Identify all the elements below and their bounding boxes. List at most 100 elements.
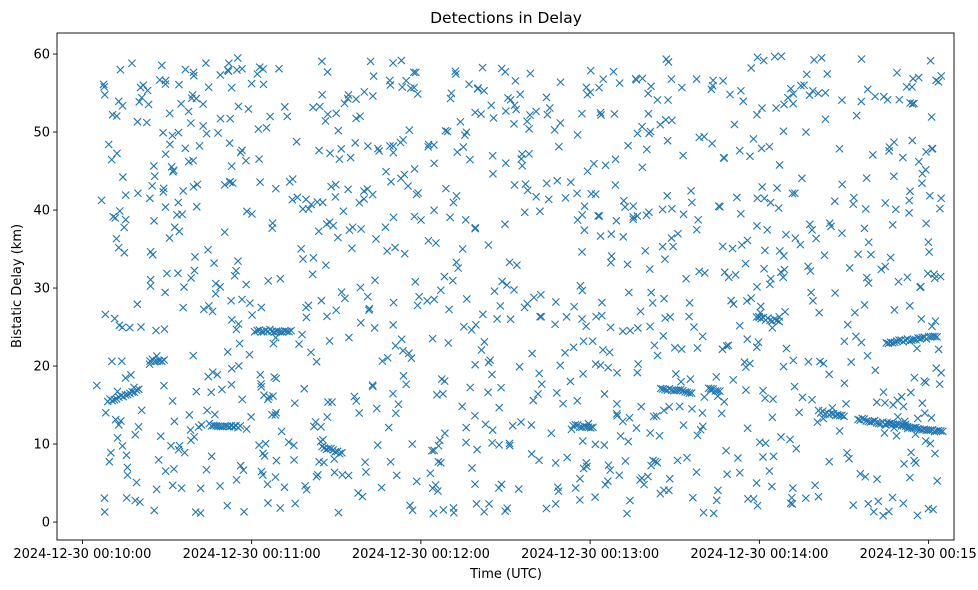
data-point xyxy=(553,483,562,492)
data-point xyxy=(664,96,673,104)
data-point xyxy=(910,373,919,382)
data-point xyxy=(804,357,813,366)
data-point xyxy=(115,321,124,330)
data-point xyxy=(566,377,575,386)
data-point xyxy=(211,289,220,298)
data-point xyxy=(664,486,673,495)
data-point xyxy=(494,483,503,492)
data-point xyxy=(732,193,741,202)
data-point xyxy=(368,382,377,391)
data-point xyxy=(132,386,141,395)
data-point xyxy=(583,90,592,99)
data-point xyxy=(115,206,124,215)
data-point xyxy=(596,361,605,370)
data-point xyxy=(187,436,195,445)
data-point xyxy=(658,205,667,214)
data-point xyxy=(302,313,311,322)
data-point xyxy=(312,357,321,366)
data-point xyxy=(765,142,774,151)
data-point xyxy=(812,234,821,243)
data-point xyxy=(189,68,198,77)
data-point xyxy=(161,80,170,89)
data-point xyxy=(436,286,445,295)
data-point xyxy=(908,99,917,108)
data-point xyxy=(400,249,409,258)
data-point xyxy=(700,269,709,278)
data-point xyxy=(638,122,647,131)
data-point xyxy=(406,501,414,510)
data-point xyxy=(190,252,199,261)
data-point xyxy=(363,292,372,301)
data-point xyxy=(624,437,633,446)
data-point xyxy=(586,66,595,75)
data-point xyxy=(849,193,858,202)
data-point xyxy=(556,78,565,87)
data-point xyxy=(624,141,633,150)
data-point xyxy=(255,441,264,450)
data-point xyxy=(238,146,247,155)
data-point xyxy=(892,68,901,77)
data-point xyxy=(795,408,804,417)
data-point xyxy=(104,140,113,149)
data-point xyxy=(807,288,816,297)
data-point xyxy=(830,197,839,206)
data-point xyxy=(106,448,115,457)
data-point xyxy=(910,99,919,108)
data-point xyxy=(443,127,452,136)
data-point xyxy=(518,161,527,170)
data-point xyxy=(768,323,777,332)
data-point xyxy=(150,216,159,225)
data-point xyxy=(808,225,817,234)
data-point xyxy=(121,191,130,200)
data-point xyxy=(667,234,676,243)
data-point xyxy=(604,461,613,470)
data-point xyxy=(441,126,450,135)
data-point xyxy=(404,349,413,358)
data-point xyxy=(453,148,462,157)
data-point xyxy=(391,409,400,418)
data-point xyxy=(676,385,685,394)
data-point xyxy=(448,276,457,285)
data-point xyxy=(693,344,702,352)
data-point xyxy=(135,97,144,106)
data-point xyxy=(632,75,641,84)
data-point xyxy=(765,280,774,289)
data-point xyxy=(852,111,861,120)
data-point xyxy=(449,508,458,517)
data-point xyxy=(814,492,823,501)
data-point xyxy=(678,386,687,395)
data-point xyxy=(588,423,597,432)
data-point xyxy=(363,185,372,194)
data-point xyxy=(381,223,390,232)
data-point xyxy=(905,208,914,217)
data-point xyxy=(383,247,392,255)
data-point xyxy=(445,305,454,314)
data-point xyxy=(100,90,109,99)
data-point xyxy=(610,109,619,118)
data-point xyxy=(777,433,786,442)
data-point xyxy=(932,364,941,373)
data-point xyxy=(712,372,721,381)
data-point xyxy=(276,274,285,283)
data-point xyxy=(199,305,208,314)
data-point xyxy=(323,312,331,321)
data-point xyxy=(838,180,847,189)
data-point xyxy=(930,274,939,283)
data-point xyxy=(456,117,465,126)
data-point xyxy=(142,118,151,127)
data-point xyxy=(863,351,872,360)
data-point xyxy=(100,507,109,516)
data-point xyxy=(152,485,161,494)
data-point xyxy=(895,95,904,104)
data-point xyxy=(621,456,630,465)
data-point xyxy=(224,59,233,68)
data-point xyxy=(192,387,201,396)
data-point xyxy=(389,213,398,222)
data-point xyxy=(358,492,367,501)
data-point xyxy=(498,277,507,286)
data-point xyxy=(459,143,468,151)
data-point xyxy=(168,397,177,405)
data-point xyxy=(389,320,398,329)
data-point xyxy=(227,83,236,92)
data-point xyxy=(613,368,622,377)
